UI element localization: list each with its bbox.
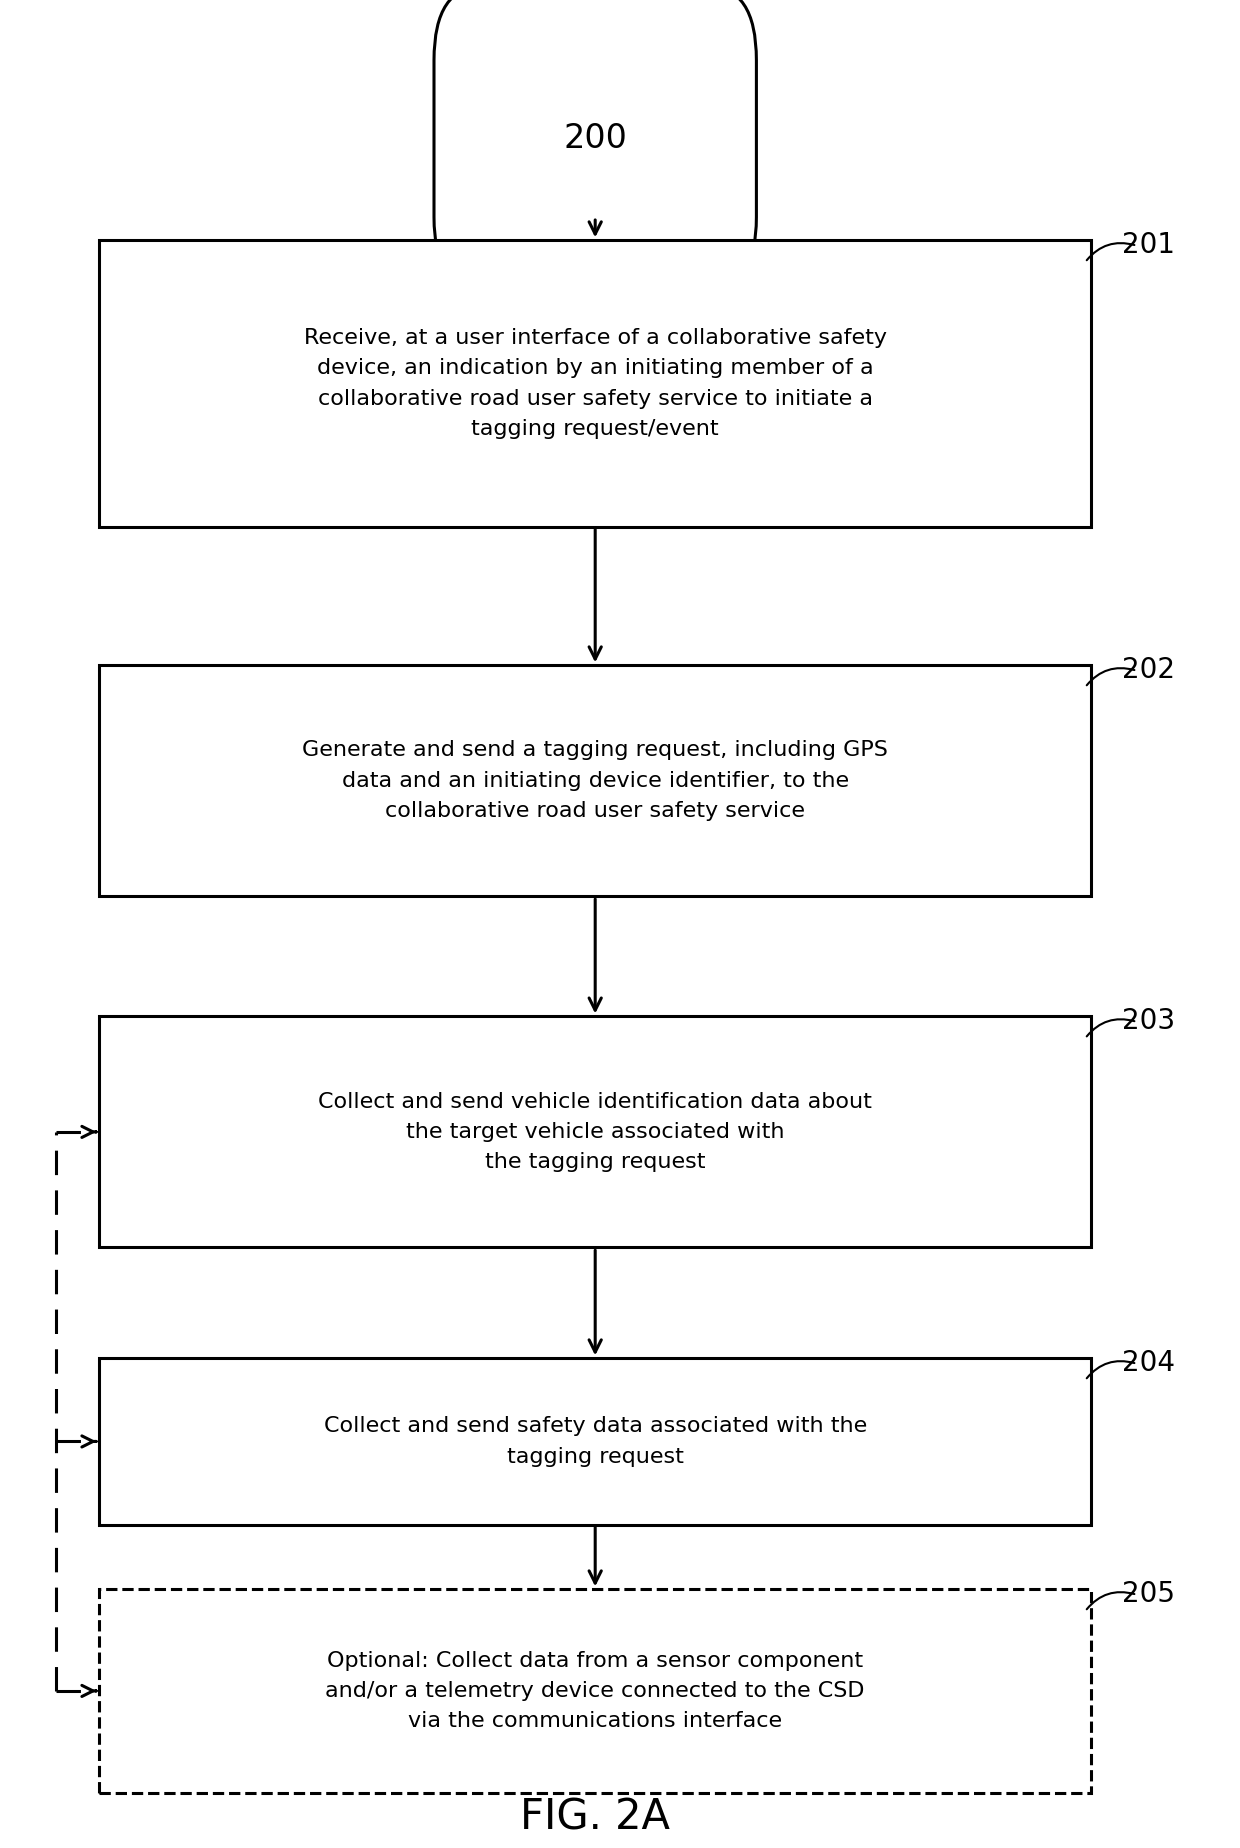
Text: 205: 205	[1122, 1580, 1176, 1608]
Text: 200: 200	[563, 122, 627, 155]
Bar	[99, 1358, 1091, 1525]
Text: Optional: Collect data from a sensor component
and/or a telemetry device connect: Optional: Collect data from a sensor com…	[325, 1650, 866, 1732]
Text: FIG. 2A: FIG. 2A	[521, 1796, 670, 1839]
Text: 201: 201	[1122, 231, 1176, 259]
Text: 202: 202	[1122, 656, 1176, 684]
Text: Collect and send safety data associated with the
tagging request: Collect and send safety data associated …	[324, 1416, 867, 1467]
Text: Receive, at a user interface of a collaborative safety
device, an indication by : Receive, at a user interface of a collab…	[304, 327, 887, 440]
Text: 203: 203	[1122, 1007, 1176, 1035]
Bar	[99, 1589, 1091, 1793]
Bar	[99, 1016, 1091, 1247]
Text: Collect and send vehicle identification data about
the target vehicle associated: Collect and send vehicle identification …	[319, 1092, 872, 1172]
FancyBboxPatch shape	[434, 0, 756, 290]
Bar	[99, 240, 1091, 527]
Bar	[99, 665, 1091, 896]
Text: Generate and send a tagging request, including GPS
data and an initiating device: Generate and send a tagging request, inc…	[303, 741, 888, 821]
Text: 204: 204	[1122, 1349, 1176, 1377]
